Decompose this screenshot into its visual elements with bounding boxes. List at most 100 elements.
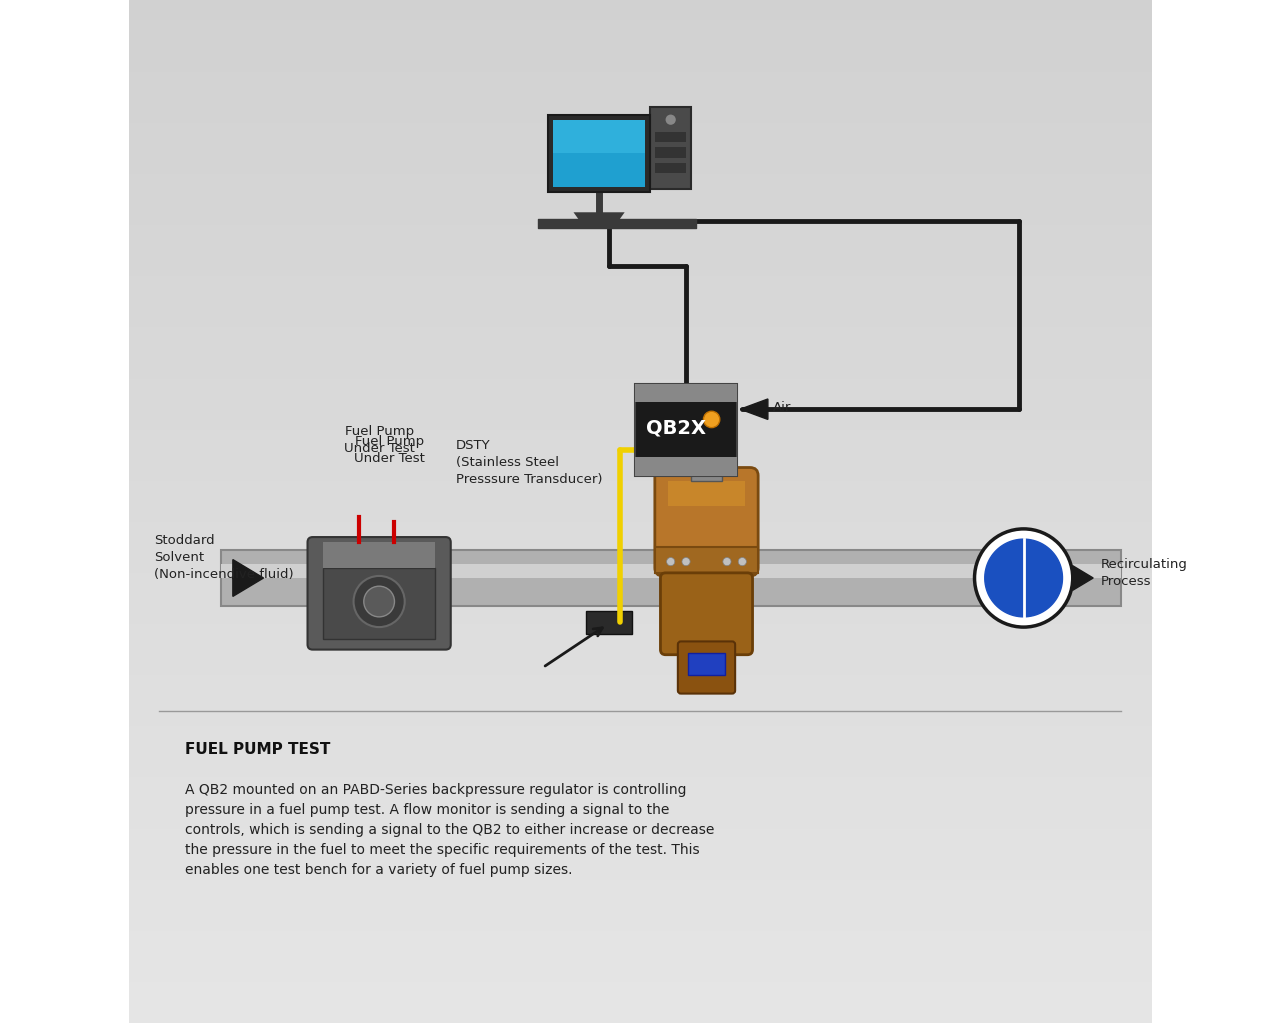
Bar — [128, 726, 1152, 737]
Polygon shape — [1024, 539, 1062, 617]
Circle shape — [704, 411, 719, 428]
Bar — [128, 737, 1152, 747]
Bar — [553, 120, 645, 186]
Circle shape — [353, 576, 404, 627]
Bar — [128, 31, 1152, 41]
Text: Air: Air — [773, 401, 791, 413]
Bar — [128, 542, 1152, 552]
Bar — [128, 512, 1152, 522]
Bar — [128, 348, 1152, 358]
Bar — [323, 542, 435, 568]
Text: A QB2 mounted on an PABD-Series backpressure regulator is controlling
pressure i: A QB2 mounted on an PABD-Series backpres… — [184, 783, 714, 877]
Bar — [128, 153, 1152, 164]
Bar — [128, 82, 1152, 92]
Bar — [128, 133, 1152, 143]
Bar — [689, 653, 724, 675]
Bar — [128, 10, 1152, 20]
Bar — [128, 675, 1152, 685]
Bar — [128, 747, 1152, 757]
Bar — [128, 696, 1152, 706]
Bar — [128, 164, 1152, 174]
Bar — [128, 880, 1152, 890]
Bar — [128, 665, 1152, 675]
Bar — [128, 910, 1152, 921]
Bar — [128, 358, 1152, 368]
Text: FUEL PUMP TEST: FUEL PUMP TEST — [184, 742, 330, 757]
Bar — [128, 501, 1152, 512]
Bar — [128, 757, 1152, 767]
Text: Stoddard
Solvent
(Non-incendive fluid): Stoddard Solvent (Non-incendive fluid) — [154, 534, 293, 581]
Bar — [128, 205, 1152, 215]
Bar — [128, 72, 1152, 82]
Bar — [128, 297, 1152, 307]
Bar — [128, 716, 1152, 726]
Bar — [323, 568, 435, 639]
Bar — [650, 107, 691, 189]
Bar — [128, 0, 1152, 10]
Bar — [128, 460, 1152, 471]
Text: Recirculating
Process: Recirculating Process — [1101, 558, 1188, 588]
Bar — [128, 235, 1152, 246]
Bar — [691, 460, 722, 481]
Circle shape — [739, 558, 746, 566]
Bar — [128, 931, 1152, 941]
Bar — [128, 481, 1152, 491]
Bar — [128, 706, 1152, 716]
Bar — [128, 20, 1152, 31]
Bar — [128, 777, 1152, 788]
Bar — [635, 457, 737, 476]
FancyBboxPatch shape — [655, 468, 758, 576]
Bar — [128, 327, 1152, 338]
Bar — [128, 563, 1152, 573]
Bar — [128, 184, 1152, 194]
Bar — [128, 286, 1152, 297]
Bar — [128, 962, 1152, 972]
Bar — [128, 818, 1152, 829]
Bar — [128, 41, 1152, 51]
Circle shape — [364, 586, 394, 617]
Bar — [128, 870, 1152, 880]
Bar — [128, 409, 1152, 419]
Bar — [128, 419, 1152, 430]
Bar — [128, 655, 1152, 665]
Bar — [128, 849, 1152, 859]
Bar — [655, 163, 686, 173]
Bar — [128, 829, 1152, 839]
Bar — [668, 481, 745, 506]
Bar — [128, 276, 1152, 286]
Circle shape — [666, 115, 676, 125]
Bar — [128, 839, 1152, 849]
Bar — [655, 147, 686, 158]
Bar — [586, 612, 632, 634]
Bar — [128, 143, 1152, 153]
Bar — [128, 890, 1152, 900]
Bar — [128, 532, 1152, 542]
Bar — [128, 992, 1152, 1003]
Bar — [128, 1003, 1152, 1013]
Bar — [128, 430, 1152, 440]
Bar — [128, 798, 1152, 808]
Text: QB2X: QB2X — [646, 418, 705, 437]
Bar — [128, 788, 1152, 798]
Bar — [128, 593, 1152, 604]
Bar — [128, 522, 1152, 532]
Bar — [128, 194, 1152, 205]
Bar — [128, 624, 1152, 634]
Circle shape — [682, 558, 690, 566]
Bar — [128, 215, 1152, 225]
Bar — [128, 174, 1152, 184]
FancyBboxPatch shape — [307, 537, 451, 650]
Polygon shape — [573, 213, 625, 220]
Bar — [128, 644, 1152, 655]
Bar — [128, 379, 1152, 389]
Text: Fuel Pump
Under Test: Fuel Pump Under Test — [344, 426, 415, 455]
Bar — [655, 132, 686, 142]
Bar — [128, 113, 1152, 123]
Bar — [128, 256, 1152, 266]
Bar — [128, 266, 1152, 276]
Bar — [128, 399, 1152, 409]
Bar — [128, 123, 1152, 133]
Bar — [128, 317, 1152, 327]
Bar — [128, 552, 1152, 563]
Bar — [128, 614, 1152, 624]
